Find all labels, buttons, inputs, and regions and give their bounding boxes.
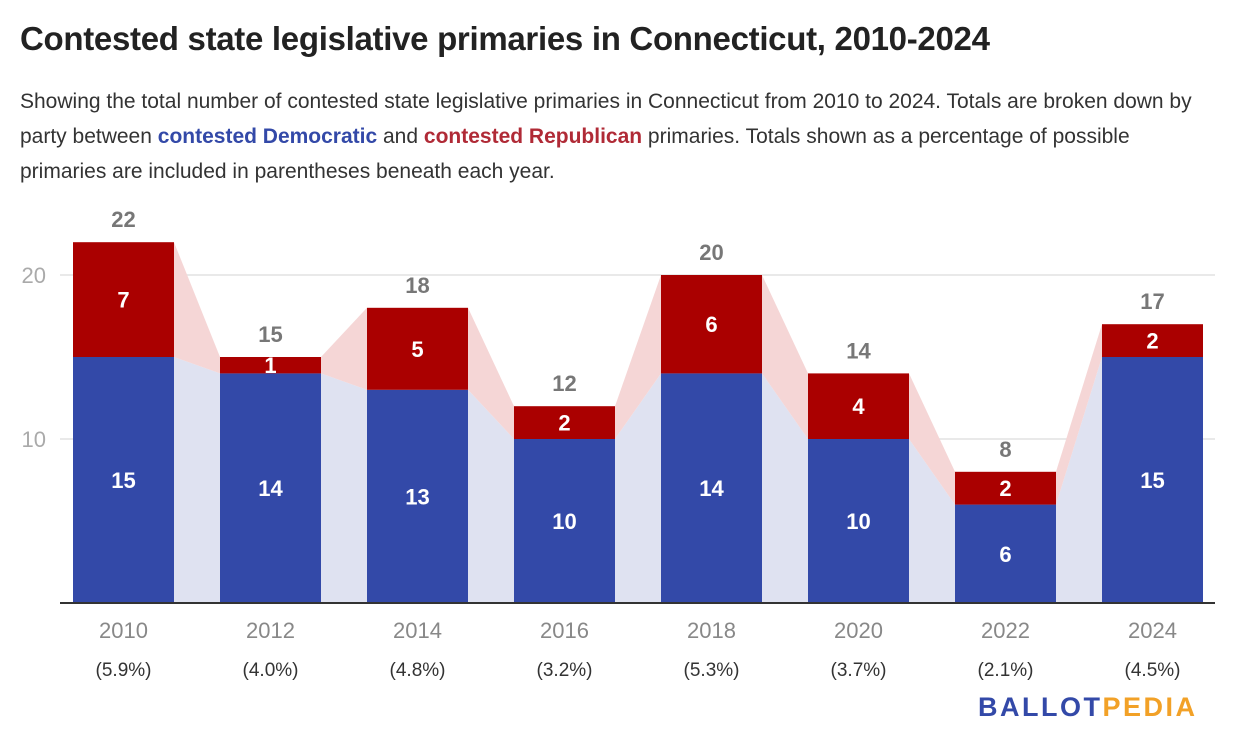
- dem-bar: [73, 357, 174, 603]
- percentage-label: (4.5%): [1125, 660, 1181, 681]
- chart-description: Showing the total number of contested st…: [20, 84, 1220, 189]
- x-tick-label: 2016: [540, 618, 589, 643]
- logo-part-1: BALLOT: [978, 692, 1103, 722]
- dem-value-label: 10: [846, 509, 870, 534]
- percentage-label: (5.3%): [684, 660, 740, 681]
- dem-value-label: 6: [999, 542, 1011, 567]
- ballotpedia-logo: BALLOTPEDIA: [978, 692, 1198, 723]
- y-tick-label: 20: [22, 263, 46, 288]
- percentage-label: (4.0%): [243, 660, 299, 681]
- x-tick-label: 2024: [1128, 618, 1177, 643]
- total-label: 8: [999, 437, 1011, 462]
- dem-bar: [808, 439, 909, 603]
- rep-bar: [514, 406, 615, 439]
- total-label: 18: [405, 273, 429, 298]
- total-label: 20: [699, 240, 723, 265]
- rep-connector: [1056, 324, 1102, 505]
- dem-value-label: 14: [699, 476, 724, 501]
- percentage-label: (3.2%): [537, 660, 593, 681]
- dem-value-label: 15: [1140, 468, 1164, 493]
- rep-bar: [955, 471, 1056, 505]
- percentage-label: (2.1%): [978, 660, 1034, 681]
- dem-connector: [174, 357, 220, 603]
- total-label: 15: [258, 322, 282, 347]
- rep-value-label: 5: [411, 337, 423, 362]
- rep-connector: [909, 373, 955, 505]
- rep-value-label: 6: [705, 312, 717, 337]
- rep-connector: [468, 307, 514, 439]
- rep-connector: [762, 275, 808, 439]
- rep-value-label: 1: [264, 353, 276, 378]
- x-tick-label: 2014: [393, 618, 442, 643]
- dem-connector: [762, 373, 808, 603]
- x-tick-label: 2020: [834, 618, 883, 643]
- total-label: 17: [1140, 289, 1164, 314]
- desc-dem-label: contested Democratic: [157, 125, 378, 148]
- dem-value-label: 15: [111, 468, 135, 493]
- rep-bar: [73, 242, 174, 357]
- desc-text-3: primaries. Totals shown as a percentage …: [20, 125, 1130, 183]
- rep-bar: [367, 307, 468, 390]
- dem-connector: [909, 439, 955, 603]
- rep-bar: [220, 357, 321, 374]
- dem-bar: [661, 373, 762, 603]
- percentage-label: (4.8%): [390, 660, 446, 681]
- x-tick-label: 2010: [99, 618, 148, 643]
- dem-bar: [514, 439, 615, 603]
- dem-value-label: 13: [405, 484, 429, 509]
- rep-bar: [661, 275, 762, 374]
- logo-part-2: PEDIA: [1102, 692, 1198, 722]
- rep-value-label: 2: [999, 476, 1011, 501]
- desc-text-1: Showing the total number of contested st…: [20, 90, 1192, 148]
- x-tick-label: 2022: [981, 618, 1030, 643]
- dem-connector: [321, 373, 367, 603]
- rep-value-label: 2: [1146, 329, 1158, 354]
- desc-rep-label: contested Republican: [423, 125, 643, 148]
- desc-text-2: and: [377, 125, 424, 148]
- rep-bar: [1102, 324, 1203, 357]
- dem-bar: [220, 373, 321, 603]
- rep-connector: [615, 275, 661, 439]
- dem-connector: [1056, 357, 1102, 603]
- rep-value-label: 2: [558, 411, 570, 436]
- rep-value-label: 4: [852, 394, 865, 419]
- dem-connector: [615, 373, 661, 603]
- rep-connector: [321, 307, 367, 390]
- total-label: 12: [552, 371, 576, 396]
- x-tick-label: 2018: [687, 618, 736, 643]
- rep-bar: [808, 373, 909, 439]
- dem-value-label: 14: [258, 476, 283, 501]
- dem-bar: [955, 504, 1056, 603]
- rep-value-label: 7: [117, 288, 129, 313]
- dem-bar: [367, 389, 468, 603]
- y-tick-label: 10: [22, 427, 46, 452]
- chart-title: Contested state legislative primaries in…: [20, 20, 990, 57]
- total-label: 14: [846, 338, 871, 363]
- percentage-label: (3.7%): [831, 660, 887, 681]
- dem-bar: [1102, 357, 1203, 603]
- dem-value-label: 10: [552, 509, 576, 534]
- total-label: 22: [111, 207, 135, 232]
- x-tick-label: 2012: [246, 618, 295, 643]
- percentage-label: (5.9%): [96, 660, 152, 681]
- dem-connector: [468, 389, 514, 603]
- rep-connector: [174, 242, 220, 374]
